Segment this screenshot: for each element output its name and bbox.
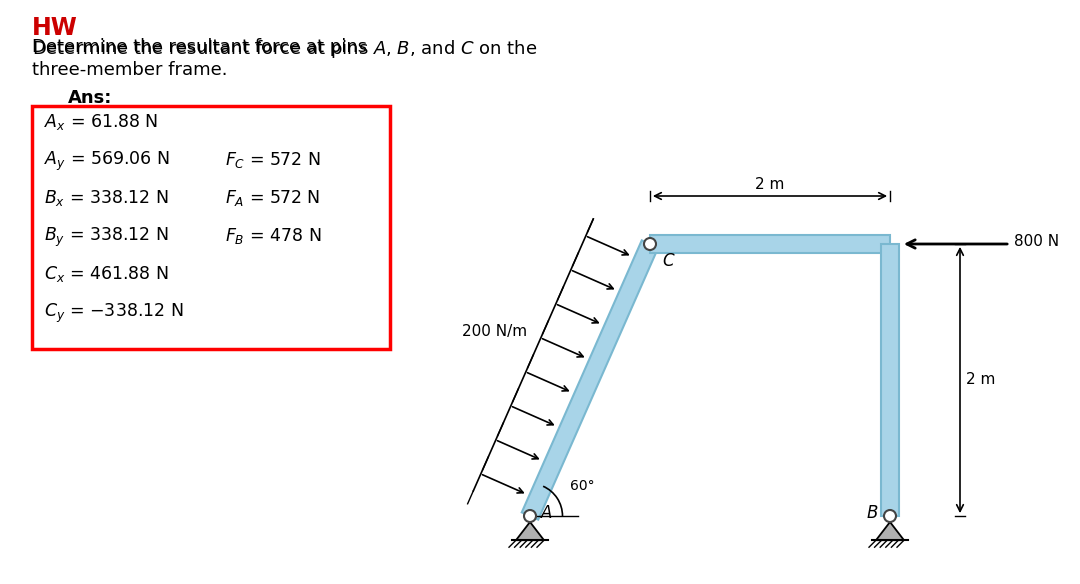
Polygon shape <box>650 235 890 253</box>
Text: $B_x$ = 338.12 N: $B_x$ = 338.12 N <box>44 188 168 208</box>
Text: 2 m: 2 m <box>755 177 785 192</box>
Text: 60°: 60° <box>570 479 594 493</box>
Text: Ans:: Ans: <box>68 89 112 107</box>
Text: $F_A$ = 572 N: $F_A$ = 572 N <box>225 188 321 208</box>
Polygon shape <box>516 522 544 540</box>
Text: $C_y$ = $-$338.12 N: $C_y$ = $-$338.12 N <box>44 302 184 325</box>
Text: Determine the resultant force at pins $\mathit{A}$, $\mathit{B}$, and $\mathit{C: Determine the resultant force at pins $\… <box>32 38 538 60</box>
Text: $F_B$ = 478 N: $F_B$ = 478 N <box>225 226 322 246</box>
Text: $F_C$ = 572 N: $F_C$ = 572 N <box>225 150 321 170</box>
Circle shape <box>524 510 536 522</box>
Bar <box>32 106 390 349</box>
Text: three-member frame.: three-member frame. <box>32 61 228 79</box>
Text: 200 N/m: 200 N/m <box>462 324 527 339</box>
Text: 2 m: 2 m <box>966 373 996 388</box>
Text: $A_x$ = 61.88 N: $A_x$ = 61.88 N <box>44 112 159 132</box>
Circle shape <box>644 238 656 250</box>
Text: $\mathit{A}$: $\mathit{A}$ <box>540 504 553 522</box>
Polygon shape <box>876 522 904 540</box>
Text: HW: HW <box>32 16 78 40</box>
Text: $A_y$ = 569.06 N: $A_y$ = 569.06 N <box>44 150 170 173</box>
Text: 800 N: 800 N <box>1014 235 1059 249</box>
Text: $\mathit{B}$: $\mathit{B}$ <box>865 504 878 522</box>
Text: $B_y$ = 338.12 N: $B_y$ = 338.12 N <box>44 226 168 249</box>
Polygon shape <box>522 241 658 520</box>
Text: $\mathit{C}$: $\mathit{C}$ <box>662 252 676 270</box>
Text: Determine the resultant force at pins: Determine the resultant force at pins <box>32 38 373 56</box>
Polygon shape <box>881 244 899 516</box>
Circle shape <box>885 510 896 522</box>
Text: $C_x$ = 461.88 N: $C_x$ = 461.88 N <box>44 264 168 284</box>
